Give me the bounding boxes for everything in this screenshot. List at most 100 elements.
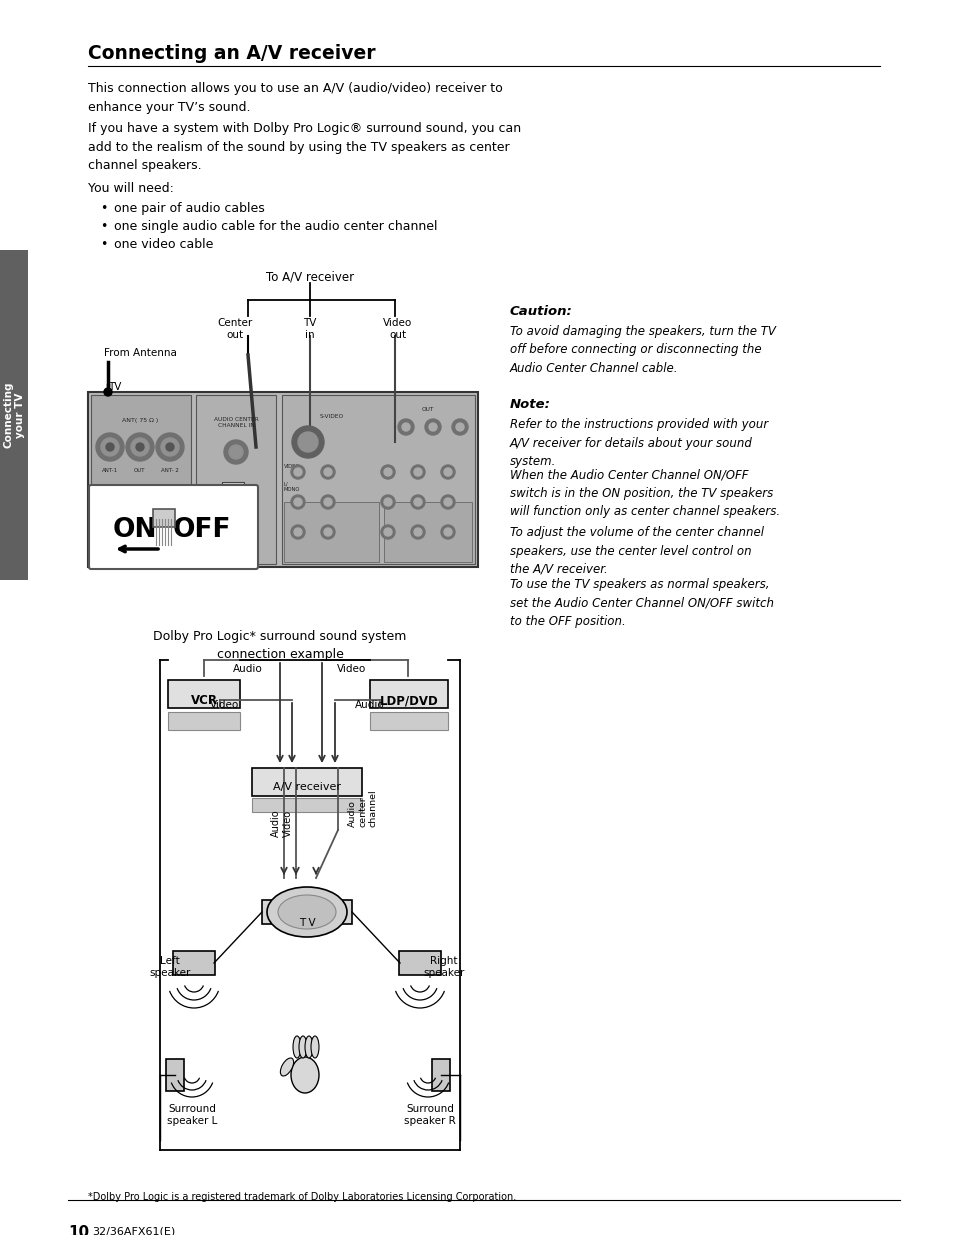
Circle shape — [443, 529, 452, 536]
Text: *Dolby Pro Logic is a registered trademark of Dolby Laboratories Licensing Corpo: *Dolby Pro Logic is a registered tradema… — [88, 1192, 516, 1202]
Circle shape — [96, 433, 124, 461]
Circle shape — [324, 529, 332, 536]
Circle shape — [440, 525, 455, 538]
Circle shape — [161, 438, 179, 456]
Text: To A/V receiver: To A/V receiver — [266, 270, 354, 283]
Circle shape — [324, 468, 332, 475]
Circle shape — [291, 495, 305, 509]
Bar — [195, 395, 275, 564]
Text: Video
out: Video out — [383, 317, 413, 340]
Bar — [222, 482, 244, 492]
Circle shape — [324, 498, 332, 506]
Text: ON: ON — [112, 517, 157, 543]
Bar — [168, 713, 240, 730]
Circle shape — [429, 424, 436, 431]
Circle shape — [380, 466, 395, 479]
Circle shape — [101, 438, 119, 456]
Text: Audio: Audio — [271, 809, 281, 837]
Circle shape — [384, 529, 392, 536]
Text: L/
MONO: L/ MONO — [284, 482, 300, 493]
Text: OFF: OFF — [172, 517, 232, 543]
Bar — [91, 395, 191, 564]
Ellipse shape — [298, 1036, 307, 1058]
Text: Note:: Note: — [510, 398, 550, 411]
Bar — [284, 501, 378, 562]
Text: one video cable: one video cable — [113, 238, 213, 251]
Text: one pair of audio cables: one pair of audio cables — [113, 203, 265, 215]
Circle shape — [424, 419, 440, 435]
Text: Connecting an A/V receiver: Connecting an A/V receiver — [88, 44, 375, 63]
Bar — [168, 680, 240, 708]
Text: Audio: Audio — [233, 664, 263, 674]
Circle shape — [292, 426, 324, 458]
Text: Audio
center
channel: Audio center channel — [348, 789, 376, 826]
Circle shape — [443, 498, 452, 506]
Bar — [252, 768, 361, 797]
Text: Right
speaker: Right speaker — [423, 956, 464, 978]
Text: A/V receiver: A/V receiver — [273, 782, 340, 792]
Text: AUDIO CENTER
CHANNEL IN: AUDIO CENTER CHANNEL IN — [213, 417, 258, 427]
Text: ON: ON — [206, 484, 215, 489]
Circle shape — [384, 498, 392, 506]
Text: ANT-1: ANT-1 — [102, 468, 118, 473]
Circle shape — [224, 440, 248, 464]
Circle shape — [291, 466, 305, 479]
Ellipse shape — [291, 1057, 318, 1093]
Text: Refer to the instructions provided with your
A/V receiver for details about your: Refer to the instructions provided with … — [510, 417, 767, 468]
Bar — [282, 395, 475, 564]
Bar — [370, 713, 448, 730]
Text: S-VIDEO: S-VIDEO — [319, 414, 344, 419]
Ellipse shape — [293, 1036, 301, 1058]
Circle shape — [104, 388, 112, 396]
Text: Surround
speaker L: Surround speaker L — [167, 1104, 217, 1126]
Circle shape — [414, 529, 421, 536]
FancyBboxPatch shape — [398, 951, 440, 974]
Text: Video: Video — [210, 700, 239, 710]
Text: •: • — [100, 238, 108, 251]
Text: Video: Video — [337, 664, 366, 674]
FancyBboxPatch shape — [172, 951, 214, 974]
Text: Center
out: Center out — [217, 317, 253, 340]
Text: ANT( 75 Ω ): ANT( 75 Ω ) — [122, 417, 158, 424]
FancyBboxPatch shape — [152, 509, 174, 527]
Circle shape — [440, 495, 455, 509]
Circle shape — [136, 443, 144, 451]
Text: From Antenna: From Antenna — [104, 348, 176, 358]
Bar — [262, 900, 352, 924]
Text: one single audio cable for the audio center channel: one single audio cable for the audio cen… — [113, 220, 437, 233]
Text: TV
in: TV in — [303, 317, 316, 340]
Circle shape — [320, 525, 335, 538]
Bar — [0, 249, 28, 580]
Ellipse shape — [305, 1036, 313, 1058]
Circle shape — [411, 495, 424, 509]
FancyBboxPatch shape — [432, 1058, 450, 1091]
Text: connection example: connection example — [216, 648, 343, 661]
Bar — [370, 680, 448, 708]
Circle shape — [294, 498, 302, 506]
Text: Audio: Audio — [355, 700, 384, 710]
Circle shape — [452, 419, 468, 435]
Circle shape — [456, 424, 463, 431]
Circle shape — [401, 424, 410, 431]
Text: Video: Video — [283, 809, 293, 836]
Circle shape — [440, 466, 455, 479]
Circle shape — [229, 445, 243, 459]
FancyBboxPatch shape — [89, 485, 257, 569]
Circle shape — [380, 495, 395, 509]
Text: •: • — [100, 220, 108, 233]
Bar — [384, 501, 472, 562]
Circle shape — [294, 468, 302, 475]
Text: Surround
speaker R: Surround speaker R — [404, 1104, 456, 1126]
Circle shape — [320, 495, 335, 509]
Text: LDP/DVD: LDP/DVD — [379, 694, 438, 706]
Text: To adjust the volume of the center channel
speakers, use the center level contro: To adjust the volume of the center chann… — [510, 526, 763, 576]
Text: T V: T V — [298, 918, 315, 927]
Text: •: • — [100, 203, 108, 215]
Circle shape — [294, 529, 302, 536]
Text: ANT- 2: ANT- 2 — [161, 468, 179, 473]
Text: VIDEO: VIDEO — [284, 464, 300, 469]
Text: To use the TV speakers as normal speakers,
set the Audio Center Channel ON/OFF s: To use the TV speakers as normal speaker… — [510, 578, 773, 629]
Circle shape — [166, 443, 173, 451]
Text: Connecting
your TV: Connecting your TV — [3, 382, 25, 448]
Circle shape — [131, 438, 149, 456]
